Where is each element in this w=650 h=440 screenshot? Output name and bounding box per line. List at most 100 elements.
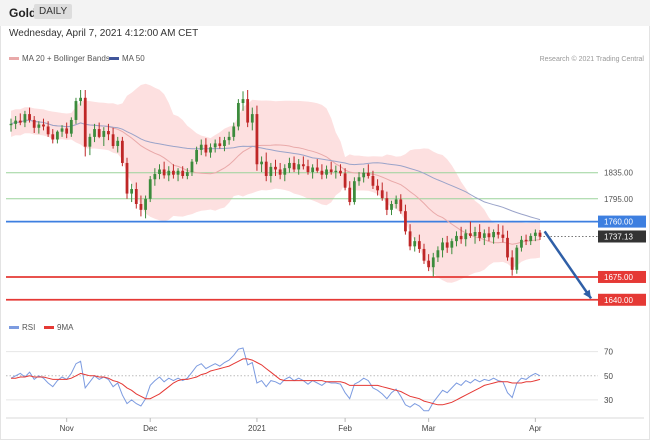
candle-body [74,101,78,120]
candle-body [264,161,268,176]
candle [408,224,412,251]
candle [362,168,366,183]
candle-body [28,114,31,120]
candle-body [79,97,82,102]
candle-body [185,172,189,176]
chart-datetime: Wednesday, April 7, 2021 4:12:00 AM CET [9,28,199,39]
candle [241,91,245,111]
candle-body [60,128,64,132]
candle [255,105,259,171]
candle-body [111,134,115,147]
candle-body [348,187,352,203]
candle-body [311,167,315,173]
candle [297,159,301,175]
candle [65,122,69,139]
candlesticks [9,89,542,277]
candle [18,113,22,126]
candle [348,181,352,206]
candle [158,164,161,180]
candle [83,89,87,157]
candle-body [506,237,509,258]
rsi-tick-label: 50 [604,372,613,381]
candle [283,164,287,182]
candle [167,166,171,182]
level-tag-label: 1675.00 [604,273,633,282]
candle-body [529,235,533,242]
candle [352,177,356,205]
candle [441,237,444,258]
timeframe-badge[interactable]: DAILY [34,4,73,19]
candle-body [102,131,106,137]
candle-body [232,126,236,137]
rsi-tick-label: 30 [604,396,613,405]
candle-body [496,232,500,235]
candle-body [455,235,458,242]
candle-body [274,166,277,170]
candle [236,99,240,131]
candle [37,121,41,134]
candle [436,246,440,262]
candle-body [297,164,301,170]
candle [487,226,491,242]
candle-body [227,136,231,141]
candle-body [334,170,338,173]
candle [93,123,96,143]
candle-body [250,114,254,123]
candle-body [69,119,73,134]
rsi-legend: RSI 9MA [9,323,74,332]
candle [524,234,528,246]
candle [144,195,147,219]
candle-body [14,120,18,124]
candle [492,229,495,244]
candle [520,235,523,252]
candle-body [46,126,50,135]
candle [162,161,166,179]
candle [464,229,468,247]
bollinger-band-area [11,83,540,283]
candle [385,191,389,216]
candle-body [445,242,449,248]
candle-body [255,114,259,165]
candle-body [427,260,431,268]
x-axis: Nov Dec 2021 Feb Mar Apr [6,417,644,433]
candle-body [473,232,477,236]
candle-body [450,241,454,248]
candle-body [366,172,370,176]
candle-body [209,147,212,153]
candle-body [404,211,407,232]
candle-body [459,235,463,240]
candle [329,161,333,175]
level-tag-4: 1675.00 [598,270,646,283]
candle [478,224,482,242]
candle-body [223,140,226,147]
candle [23,110,27,128]
candle-body [42,124,45,127]
candle [148,175,152,203]
candle [334,165,338,179]
forecast-arrow-head [583,289,591,299]
x-tick-label: Mar [422,424,436,433]
candle-body [167,170,171,176]
rsi-legend-swatch [9,326,19,329]
level-tag-label: 1835.00 [604,169,633,178]
candle-body [482,233,486,238]
candle-body [246,99,250,123]
candle [301,156,305,170]
candle-body [83,97,87,147]
level-tag-box [598,270,646,283]
candle [69,117,73,137]
level-tag-box [598,230,646,243]
ma20-legend-swatch [9,57,19,60]
candle-body [218,143,222,147]
candle [431,252,435,277]
candle [195,146,199,165]
candle [111,127,115,149]
candle [60,125,64,137]
candle [394,195,398,209]
candle-body [320,170,324,175]
candle [176,168,180,182]
candle [139,195,143,217]
candle-body [195,149,199,162]
candle-body [172,170,175,175]
candle [120,136,124,167]
